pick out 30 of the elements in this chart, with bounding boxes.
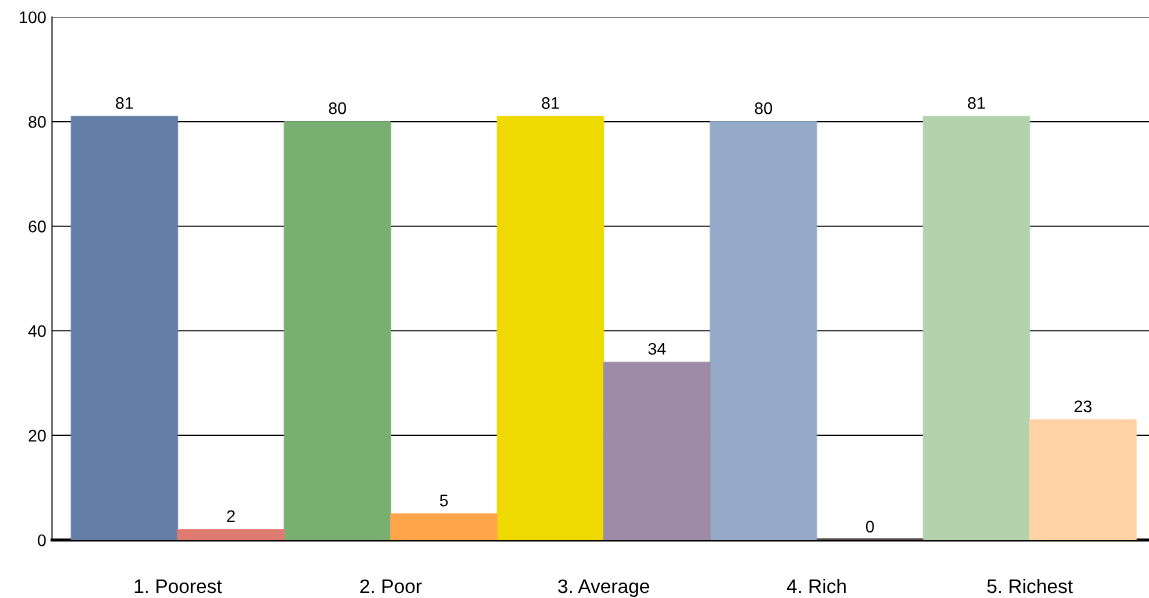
data-label: 34 [648, 342, 666, 355]
data-label: 5 [439, 494, 448, 507]
x-tick-label: 3. Average [558, 579, 650, 598]
x-tick-label: 1. Poorest [134, 579, 222, 594]
data-label: 2 [227, 510, 235, 522]
data-label: 80 [328, 102, 347, 115]
x-tick-label: 5. Richest [987, 578, 1073, 594]
bar [709, 121, 818, 540]
y-tick-label: 100 [19, 11, 46, 24]
y-tick-label: 60 [28, 220, 46, 233]
x-tick-label: 2. Poor [360, 579, 422, 594]
data-label: 81 [115, 97, 133, 109]
bar [177, 529, 285, 540]
y-tick-label: 0 [37, 534, 46, 547]
bar [70, 115, 179, 540]
data-label: 81 [967, 97, 985, 109]
y-tick-label: 40 [28, 325, 46, 337]
bar [390, 513, 498, 540]
data-label: 80 [754, 102, 773, 115]
bar [283, 121, 392, 540]
bar [922, 115, 1031, 540]
y-tick-label: 80 [28, 116, 46, 128]
bar [496, 115, 605, 540]
data-label: 81 [541, 97, 559, 109]
bar [1029, 419, 1137, 540]
y-tick-label: 20 [28, 429, 46, 442]
bar [603, 361, 711, 540]
data-label: 23 [1074, 400, 1092, 413]
data-label: 0 [865, 520, 874, 533]
x-tick-label: 4. Rich [786, 578, 846, 594]
